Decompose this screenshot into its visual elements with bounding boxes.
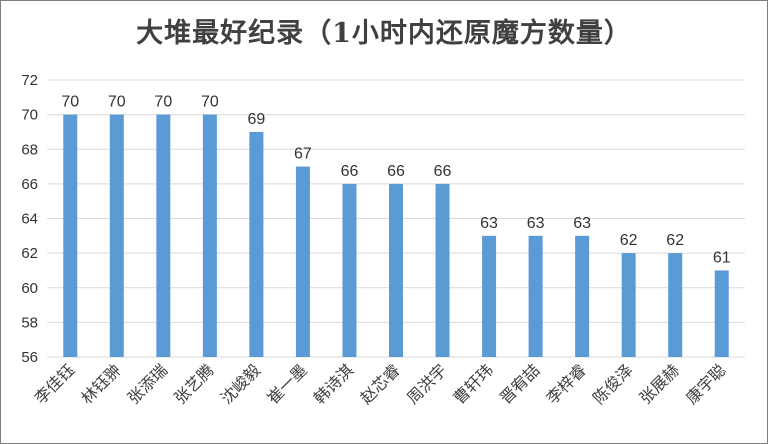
data-label: 66 <box>387 163 405 180</box>
data-label: 70 <box>61 94 79 111</box>
bar <box>109 114 124 357</box>
data-label: 63 <box>527 215 545 232</box>
data-label: 63 <box>573 215 591 232</box>
x-tick-label: 崔一墨 <box>263 360 310 407</box>
x-tick-label: 张展赫 <box>636 360 683 407</box>
bar <box>295 166 310 357</box>
data-label: 70 <box>108 94 126 111</box>
bar <box>482 235 497 357</box>
data-label: 62 <box>620 232 638 249</box>
y-tick-label: 66 <box>21 176 38 193</box>
bar <box>528 235 543 357</box>
x-tick-label: 李佳钰 <box>31 360 78 407</box>
y-tick-label: 68 <box>21 141 38 158</box>
bar <box>389 183 403 357</box>
y-tick-label: 62 <box>21 245 38 262</box>
y-tick-label: 58 <box>21 314 38 331</box>
x-tick-label: 林钰翀 <box>77 360 124 407</box>
x-tick-label: 韩诗淇 <box>310 360 357 407</box>
bar <box>714 270 729 357</box>
bar <box>668 253 683 357</box>
y-tick-label: 60 <box>21 280 38 297</box>
x-tick-label: 周洪宇 <box>403 360 450 407</box>
x-tick-label: 张添瑞 <box>124 360 171 407</box>
x-tick-label: 康宇聪 <box>682 360 729 407</box>
x-tick-label: 张艺腾 <box>170 360 217 407</box>
bar <box>575 235 590 357</box>
y-tick-label: 70 <box>21 107 38 124</box>
x-tick-label: 李梓睿 <box>543 360 590 407</box>
bar <box>63 114 78 357</box>
x-tick-label: 赵芯睿 <box>356 360 403 407</box>
data-label: 70 <box>154 94 172 111</box>
y-tick-label: 56 <box>21 349 38 366</box>
bar <box>202 114 217 357</box>
bar <box>156 114 171 357</box>
x-tick-label: 沈峻毅 <box>217 360 264 407</box>
bar <box>249 131 264 357</box>
bar <box>342 183 357 357</box>
x-tick-label: 曹轩玮 <box>450 360 497 407</box>
data-label: 66 <box>341 163 359 180</box>
data-label: 70 <box>201 94 219 111</box>
x-tick-label: 晋宥喆 <box>496 360 543 407</box>
bar <box>435 183 450 357</box>
data-label: 63 <box>480 215 498 232</box>
data-label: 61 <box>713 249 731 266</box>
x-tick-label: 陈俊泽 <box>589 360 636 407</box>
data-label: 62 <box>666 232 684 249</box>
data-label: 66 <box>434 163 452 180</box>
bar <box>621 253 636 357</box>
data-label: 67 <box>294 146 312 163</box>
y-tick-label: 64 <box>21 211 38 228</box>
chart-title: 大堆最好纪录（1小时内还原魔方数量） <box>136 18 632 49</box>
y-tick-label: 72 <box>21 72 38 89</box>
data-label: 69 <box>248 111 266 128</box>
